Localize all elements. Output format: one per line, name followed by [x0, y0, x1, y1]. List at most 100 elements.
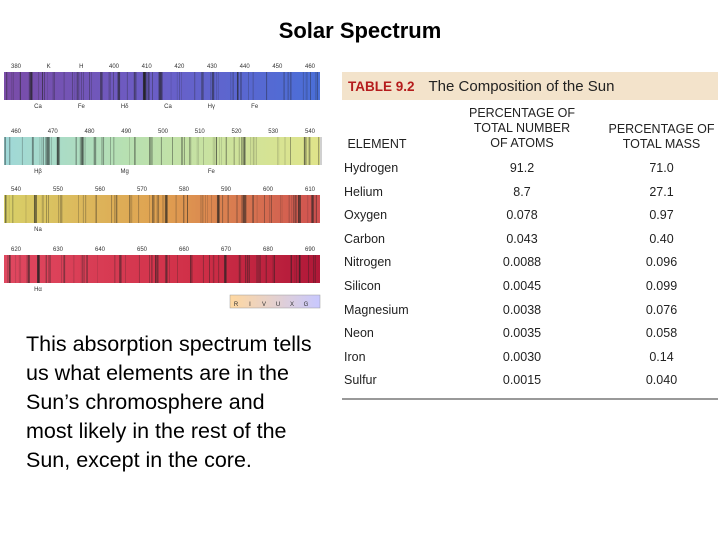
absorption-line — [21, 137, 23, 165]
absorption-line — [241, 195, 243, 223]
absorption-line — [214, 137, 215, 165]
column-header: ELEMENT — [347, 137, 407, 151]
absorption-line — [316, 72, 318, 100]
absorption-line — [246, 195, 247, 223]
absorption-line — [258, 255, 260, 283]
absorption-line — [149, 137, 151, 165]
absorption-line — [38, 72, 40, 100]
table-cell: Sulfur — [344, 373, 377, 388]
absorption-line — [245, 255, 246, 283]
absorption-line — [116, 195, 117, 223]
absorption-line — [114, 195, 116, 223]
table-cell: 0.14 — [649, 349, 674, 364]
absorption-line — [36, 195, 37, 223]
wavelength-label: 640 — [95, 247, 106, 253]
absorption-line — [133, 72, 135, 100]
absorption-line — [170, 72, 172, 100]
wavelength-label: 630 — [53, 247, 64, 253]
absorption-line — [284, 137, 286, 165]
absorption-line — [9, 255, 11, 283]
absorption-line — [241, 137, 242, 165]
absorption-line — [160, 72, 163, 100]
table-row: Sulfur 0.0015 0.040 — [342, 369, 718, 391]
absorption-line — [81, 137, 84, 165]
absorption-line — [149, 255, 150, 283]
absorption-line — [46, 255, 47, 283]
absorption-line — [216, 137, 217, 165]
line-label: Fe — [251, 104, 259, 110]
absorption-line — [62, 255, 64, 283]
wavelength-label: 600 — [263, 187, 274, 193]
absorption-line — [305, 72, 307, 100]
absorption-line — [152, 137, 153, 165]
absorption-line — [297, 195, 299, 223]
absorption-line — [201, 72, 204, 100]
absorption-line — [81, 72, 82, 100]
wavelength-label: 380 — [11, 64, 22, 70]
absorption-line — [158, 72, 160, 100]
absorption-line — [245, 255, 247, 283]
slide-title: Solar Spectrum — [278, 18, 442, 43]
absorption-line — [283, 72, 284, 100]
absorption-line — [160, 72, 162, 100]
absorption-line — [217, 72, 219, 100]
table-header: TABLE 9.2 The Composition of the Sun — [342, 72, 718, 100]
absorption-line — [126, 72, 128, 100]
absorption-line — [294, 255, 296, 283]
wavelength-label: 540 — [305, 129, 316, 135]
absorption-line — [156, 195, 160, 223]
absorption-line — [161, 72, 163, 100]
absorption-line — [266, 72, 268, 100]
absorption-line — [155, 255, 156, 283]
absorption-line — [71, 72, 73, 100]
column-header: PERCENTAGE OF TOTAL NUMBER OF ATOMS — [468, 106, 576, 150]
absorption-line — [54, 72, 55, 100]
table-cell: 8.7 — [513, 184, 531, 199]
absorption-line — [290, 72, 292, 100]
absorption-line — [64, 255, 65, 283]
absorption-line — [42, 72, 43, 100]
absorption-line — [82, 137, 83, 165]
absorption-line — [265, 255, 267, 283]
absorption-line — [287, 72, 288, 100]
absorption-line — [225, 255, 227, 283]
wavelength-label: 540 — [11, 187, 22, 193]
table-cell: 0.078 — [506, 208, 538, 223]
wavelength-label: 500 — [158, 129, 169, 135]
absorption-line — [83, 72, 84, 100]
absorption-line — [152, 195, 154, 223]
absorption-line — [250, 137, 252, 165]
line-label: Hγ — [208, 104, 215, 110]
absorption-line — [247, 255, 248, 283]
absorption-line — [82, 137, 84, 165]
absorption-line — [33, 137, 34, 165]
absorption-line — [240, 255, 242, 283]
absorption-line — [166, 255, 168, 283]
absorption-line — [176, 72, 178, 100]
absorption-line — [43, 195, 44, 223]
absorption-line — [245, 195, 246, 223]
absorption-line — [252, 72, 254, 100]
absorption-line — [249, 255, 250, 283]
wavelength-label: 410 — [142, 64, 153, 70]
absorption-line — [113, 72, 114, 100]
absorption-line — [34, 195, 35, 223]
absorption-line — [86, 255, 88, 283]
absorption-line — [152, 195, 154, 223]
absorption-line — [307, 195, 309, 223]
table-cell: 0.40 — [649, 231, 674, 246]
wavelength-label: 400 — [109, 64, 120, 70]
absorption-line — [253, 137, 255, 165]
wavelength-label: 620 — [11, 247, 22, 253]
line-label: Hδ — [121, 104, 129, 110]
absorption-line — [119, 255, 121, 283]
band-label: R — [234, 302, 239, 308]
absorption-line — [146, 72, 148, 100]
absorption-line — [9, 255, 10, 283]
absorption-line — [151, 255, 152, 283]
absorption-line — [80, 255, 82, 283]
absorption-line — [198, 137, 199, 165]
table-cell: Iron — [344, 349, 366, 364]
absorption-line — [151, 255, 153, 283]
